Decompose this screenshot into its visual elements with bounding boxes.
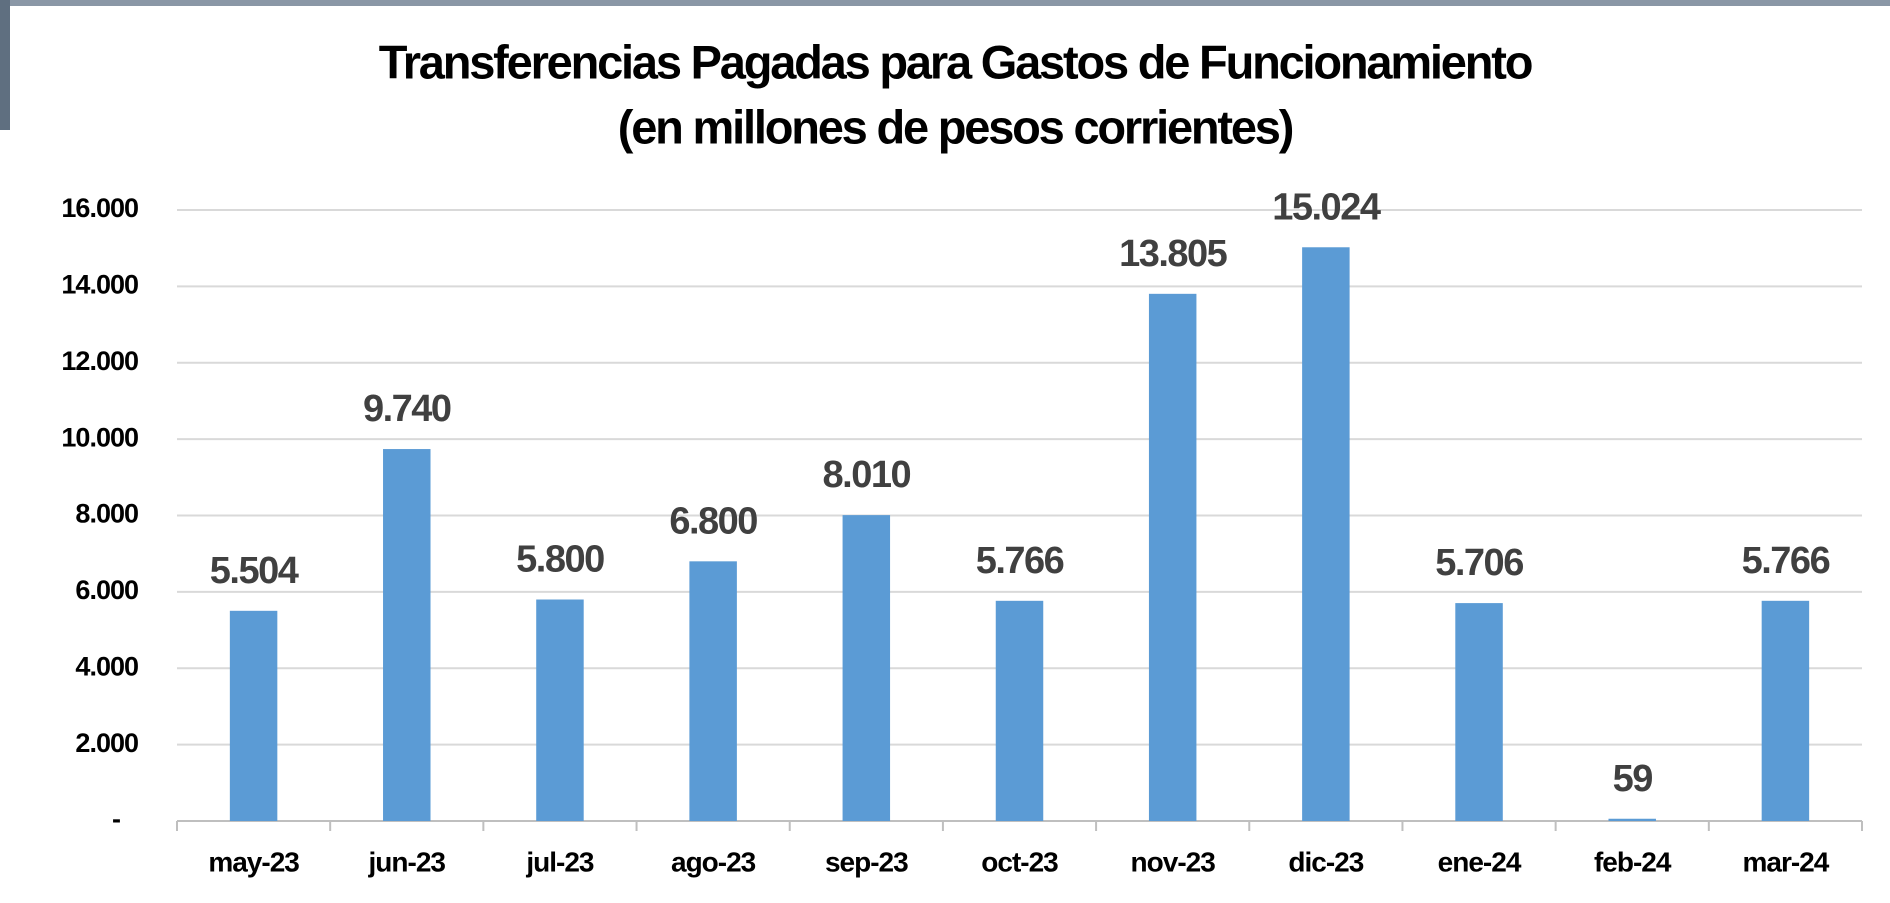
value-label: 6.800	[669, 500, 757, 542]
value-label: 13.805	[1119, 233, 1228, 275]
bar	[1455, 603, 1503, 821]
value-label: 5.706	[1435, 542, 1523, 584]
x-tick-label: oct-23	[981, 846, 1058, 877]
chart-subtitle: (en millones de pesos corrientes)	[618, 100, 1293, 153]
y-tick-label: 2.000	[75, 728, 138, 758]
value-label: 5.766	[1742, 540, 1830, 582]
y-tick-label: 4.000	[75, 651, 138, 681]
left-strip	[0, 0, 10, 130]
bar	[229, 610, 278, 821]
bar	[383, 449, 431, 821]
x-tick-label: jul-23	[525, 846, 594, 877]
top-border	[0, 0, 1890, 6]
bar	[842, 515, 891, 821]
value-label: 15.024	[1272, 186, 1381, 228]
y-tick-label: -	[112, 804, 120, 834]
y-tick-label: 12.000	[61, 346, 138, 376]
x-tick-label: nov-23	[1131, 846, 1216, 877]
bar	[1302, 247, 1350, 821]
value-label: 5.766	[976, 540, 1064, 582]
bar	[536, 599, 584, 821]
bar	[1761, 600, 1810, 821]
x-tick-label: ene-24	[1438, 846, 1522, 877]
x-tick-label: dic-23	[1288, 846, 1363, 877]
value-label: 8.010	[823, 454, 911, 496]
chart-title: Transferencias Pagadas para Gastos de Fu…	[379, 35, 1532, 88]
x-tick-label: feb-24	[1594, 846, 1672, 877]
bar	[689, 561, 737, 821]
x-tick-label: may-23	[208, 846, 299, 877]
y-tick-label: 16.000	[61, 193, 138, 223]
value-label: 5.504	[210, 550, 299, 592]
value-label: 9.740	[363, 388, 451, 430]
value-label: 59	[1613, 758, 1653, 800]
y-tick-label: 6.000	[75, 575, 138, 605]
bar	[1608, 818, 1656, 821]
y-tick-label: 10.000	[61, 422, 138, 452]
x-tick-label: sep-23	[825, 846, 908, 877]
x-tick-label: mar-24	[1742, 846, 1829, 877]
value-label: 5.800	[516, 539, 604, 581]
y-tick-label: 8.000	[75, 499, 138, 529]
x-tick-label: ago-23	[671, 846, 756, 877]
bar	[995, 600, 1044, 821]
bar	[1148, 293, 1197, 822]
x-tick-label: jun-23	[368, 846, 446, 877]
y-tick-label: 14.000	[61, 270, 138, 300]
